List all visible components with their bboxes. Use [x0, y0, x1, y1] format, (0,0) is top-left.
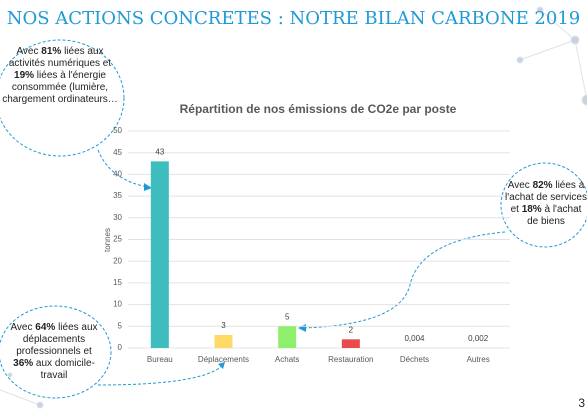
- y-tick-label: 50: [113, 126, 122, 135]
- callout-text: Avec: [507, 180, 533, 191]
- callout-text: 18%: [521, 204, 542, 215]
- x-tick-label: Bureau: [147, 355, 173, 364]
- callout: Avec 82% liées à l'achat de services et …: [504, 180, 587, 228]
- bar: [150, 161, 169, 348]
- value-label: 0,004: [404, 334, 425, 343]
- y-tick-label: 25: [113, 235, 122, 244]
- value-label: 5: [285, 312, 290, 321]
- callout-text: 19%: [14, 70, 35, 81]
- callout-shapes: [0, 39, 587, 399]
- callout-text: 82%: [532, 180, 553, 191]
- callout: Avec 64% liées aux déplacements professi…: [6, 322, 102, 382]
- bar: [341, 339, 360, 348]
- chart-title: Répartition de nos émissions de CO2e par…: [180, 102, 457, 116]
- x-tick-label: Déplacements: [198, 355, 249, 364]
- y-tick-label: 0: [118, 343, 123, 352]
- page-number: 3: [578, 396, 585, 410]
- y-axis-label: tonnes: [103, 228, 112, 252]
- value-label: 3: [221, 321, 226, 330]
- y-tick-label: 35: [113, 191, 122, 200]
- y-tick-label: 15: [113, 278, 122, 287]
- callout-text: liées aux activités numériques et: [8, 46, 112, 69]
- callout-text: Avec: [16, 46, 42, 57]
- y-tick-label: 45: [113, 148, 122, 157]
- callout-text: 81%: [41, 46, 62, 57]
- callout: Avec 81% liées aux activités numériques …: [2, 46, 118, 106]
- x-tick-label: Achats: [275, 355, 299, 364]
- callout-text: liées à l'énergie consommée (lumière, ch…: [2, 70, 118, 105]
- y-tick-label: 10: [113, 300, 122, 309]
- x-tick-label: Restauration: [328, 355, 373, 364]
- bar: [214, 334, 233, 348]
- callout-text: 64%: [35, 322, 56, 333]
- value-label: 2: [349, 325, 354, 334]
- decoration: [0, 6, 587, 409]
- bar: [278, 326, 297, 348]
- x-tick-label: Autres: [467, 355, 490, 364]
- y-tick-label: 40: [113, 170, 122, 179]
- y-tick-label: 20: [113, 256, 122, 265]
- value-label: 0,002: [468, 334, 489, 343]
- callout-text: Avec: [10, 322, 36, 333]
- callout-text: aux domicile-travail: [33, 358, 95, 381]
- x-tick-label: Déchets: [400, 355, 429, 364]
- slide-title: NOS ACTIONS CONCRETES : NOTRE BILAN CARB…: [6, 8, 581, 29]
- callout-text: à l'achat de biens: [527, 204, 582, 227]
- callout-text: 36%: [13, 358, 34, 369]
- y-tick-label: 5: [118, 321, 123, 330]
- value-label: 43: [155, 147, 164, 156]
- y-tick-label: 30: [113, 213, 122, 222]
- callout-text: liées aux déplacements professionnels et: [16, 322, 98, 357]
- callout-text: liées à l'achat de services et: [505, 180, 587, 215]
